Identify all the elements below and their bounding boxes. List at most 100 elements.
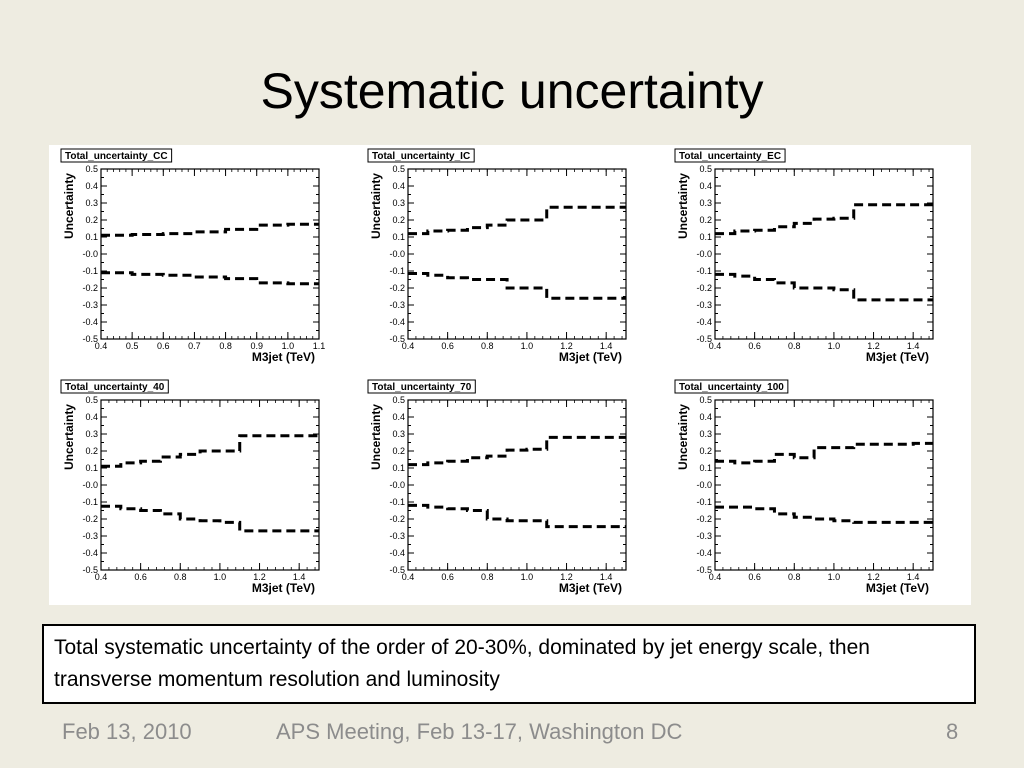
x-tick-label: 1.2	[867, 341, 880, 351]
x-tick-label: 0.8	[788, 341, 801, 351]
plot-title: Total_uncertainty_CC	[65, 151, 168, 162]
plot-frame	[100, 399, 320, 571]
plots-svg: Total_uncertainty_CC -0.5 -0.4 -0.3 -0.2 -0.1…	[60, 148, 934, 595]
x-tick-label: 0.8	[219, 341, 232, 351]
y-tick-label: 0.5	[699, 395, 712, 405]
footer-date: Feb 13, 2010	[62, 719, 192, 744]
y-tick-label: -0.3	[696, 300, 712, 310]
x-tick-label: 0.4	[95, 572, 108, 582]
y-tick-label: 0.4	[699, 412, 712, 422]
y-tick-label: 0.4	[699, 181, 712, 191]
x-tick-label: 1.2	[560, 341, 573, 351]
lower-uncertainty-series	[715, 505, 933, 524]
y-tick-label: 0.1	[392, 463, 405, 473]
y-axis-label: Uncertainty	[676, 404, 690, 470]
y-tick-label: -0.1	[389, 266, 405, 276]
plot-frame	[714, 399, 934, 571]
x-tick-label: 1.0	[828, 341, 841, 351]
y-tick-label: -0.0	[696, 480, 712, 490]
y-tick-label: 0.2	[85, 446, 98, 456]
plot-panel-6: Total_uncertainty_100 -0.5 -0.4 -0.3 -0.2 -0.…	[674, 379, 934, 595]
lower-uncertainty-series	[408, 503, 626, 529]
plot-panel-1: Total_uncertainty_CC -0.5 -0.4 -0.3 -0.2 -0.1…	[60, 148, 325, 364]
y-tick-label: -0.5	[389, 334, 405, 344]
x-axis-label: M3jet (TeV)	[252, 581, 315, 595]
upper-uncertainty-series	[715, 203, 933, 236]
y-tick-label: -0.2	[389, 514, 405, 524]
y-tick-label: -0.3	[82, 531, 98, 541]
y-tick-label: -0.4	[696, 548, 712, 558]
x-tick-label: 0.6	[441, 341, 454, 351]
lower-uncertainty-series	[715, 272, 933, 302]
y-tick-label: 0.3	[699, 429, 712, 439]
y-tick-label: 0.4	[392, 412, 405, 422]
y-tick-label: 0.5	[85, 395, 98, 405]
y-tick-label: -0.4	[82, 548, 98, 558]
plot-frame	[407, 399, 627, 571]
x-axis-label: M3jet (TeV)	[559, 350, 622, 364]
x-tick-label: 0.6	[441, 572, 454, 582]
y-tick-label: -0.1	[82, 266, 98, 276]
y-tick-label: -0.2	[389, 283, 405, 293]
y-tick-label: 0.4	[85, 412, 98, 422]
y-tick-label: 0.1	[392, 232, 405, 242]
y-tick-label: -0.2	[82, 283, 98, 293]
plot-frame	[100, 168, 320, 340]
y-axis-label: Uncertainty	[62, 173, 76, 239]
x-tick-label: 0.6	[134, 572, 147, 582]
y-tick-label: -0.2	[82, 514, 98, 524]
plot-frame	[407, 168, 627, 340]
plot-frame	[714, 168, 934, 340]
y-tick-label: -0.3	[389, 300, 405, 310]
y-tick-label: 0.1	[699, 463, 712, 473]
x-tick-label: 1.4	[293, 572, 306, 582]
x-tick-label: 0.4	[709, 572, 722, 582]
y-tick-label: -0.3	[696, 531, 712, 541]
y-axis-label: Uncertainty	[676, 173, 690, 239]
x-tick-label: 1.4	[907, 572, 920, 582]
x-tick-label: 1.0	[521, 341, 534, 351]
x-tick-label: 1.2	[253, 572, 266, 582]
x-tick-label: 0.4	[402, 572, 415, 582]
x-axis-label: M3jet (TeV)	[866, 350, 929, 364]
y-tick-label: 0.1	[85, 232, 98, 242]
plot-title-box	[367, 379, 476, 394]
y-tick-label: -0.5	[389, 565, 405, 575]
y-axis-label: Uncertainty	[369, 404, 383, 470]
y-tick-label: -0.5	[696, 565, 712, 575]
lower-uncertainty-series	[101, 271, 319, 286]
y-tick-label: -0.2	[696, 283, 712, 293]
upper-uncertainty-series	[101, 222, 319, 237]
y-tick-label: 0.5	[392, 164, 405, 174]
plot-title: Total_uncertainty_100	[679, 382, 784, 393]
y-tick-label: -0.0	[696, 249, 712, 259]
caption-box: Total systematic uncertainty of the orde…	[42, 624, 976, 704]
x-tick-label: 0.6	[748, 572, 761, 582]
x-tick-label: 1.2	[867, 572, 880, 582]
x-tick-label: 0.7	[188, 341, 201, 351]
plot-panel-3: Total_uncertainty_EC -0.5 -0.4 -0.3 -0.2 -0.1…	[674, 148, 934, 364]
y-tick-label: 0.3	[392, 429, 405, 439]
y-tick-label: 0.5	[699, 164, 712, 174]
x-tick-label: 1.0	[214, 572, 227, 582]
x-axis-label: M3jet (TeV)	[866, 581, 929, 595]
plot-title: Total_uncertainty_70	[372, 382, 472, 393]
x-tick-label: 0.4	[95, 341, 108, 351]
x-tick-label: 1.0	[828, 572, 841, 582]
y-tick-label: -0.5	[696, 334, 712, 344]
y-tick-label: -0.5	[82, 334, 98, 344]
x-tick-label: 1.0	[282, 341, 295, 351]
y-tick-label: -0.4	[82, 317, 98, 327]
x-tick-label: 0.9	[250, 341, 263, 351]
y-tick-label: 0.3	[699, 198, 712, 208]
upper-uncertainty-series	[715, 441, 933, 465]
x-tick-label: 1.4	[600, 572, 613, 582]
y-tick-label: 0.2	[85, 215, 98, 225]
upper-uncertainty-series	[101, 434, 319, 468]
y-tick-label: 0.4	[392, 181, 405, 191]
slide-title: Systematic uncertainty	[260, 63, 764, 119]
y-tick-label: -0.4	[389, 317, 405, 327]
plot-title: Total_uncertainty_40	[65, 382, 165, 393]
y-tick-label: -0.2	[696, 514, 712, 524]
x-tick-label: 1.2	[560, 572, 573, 582]
